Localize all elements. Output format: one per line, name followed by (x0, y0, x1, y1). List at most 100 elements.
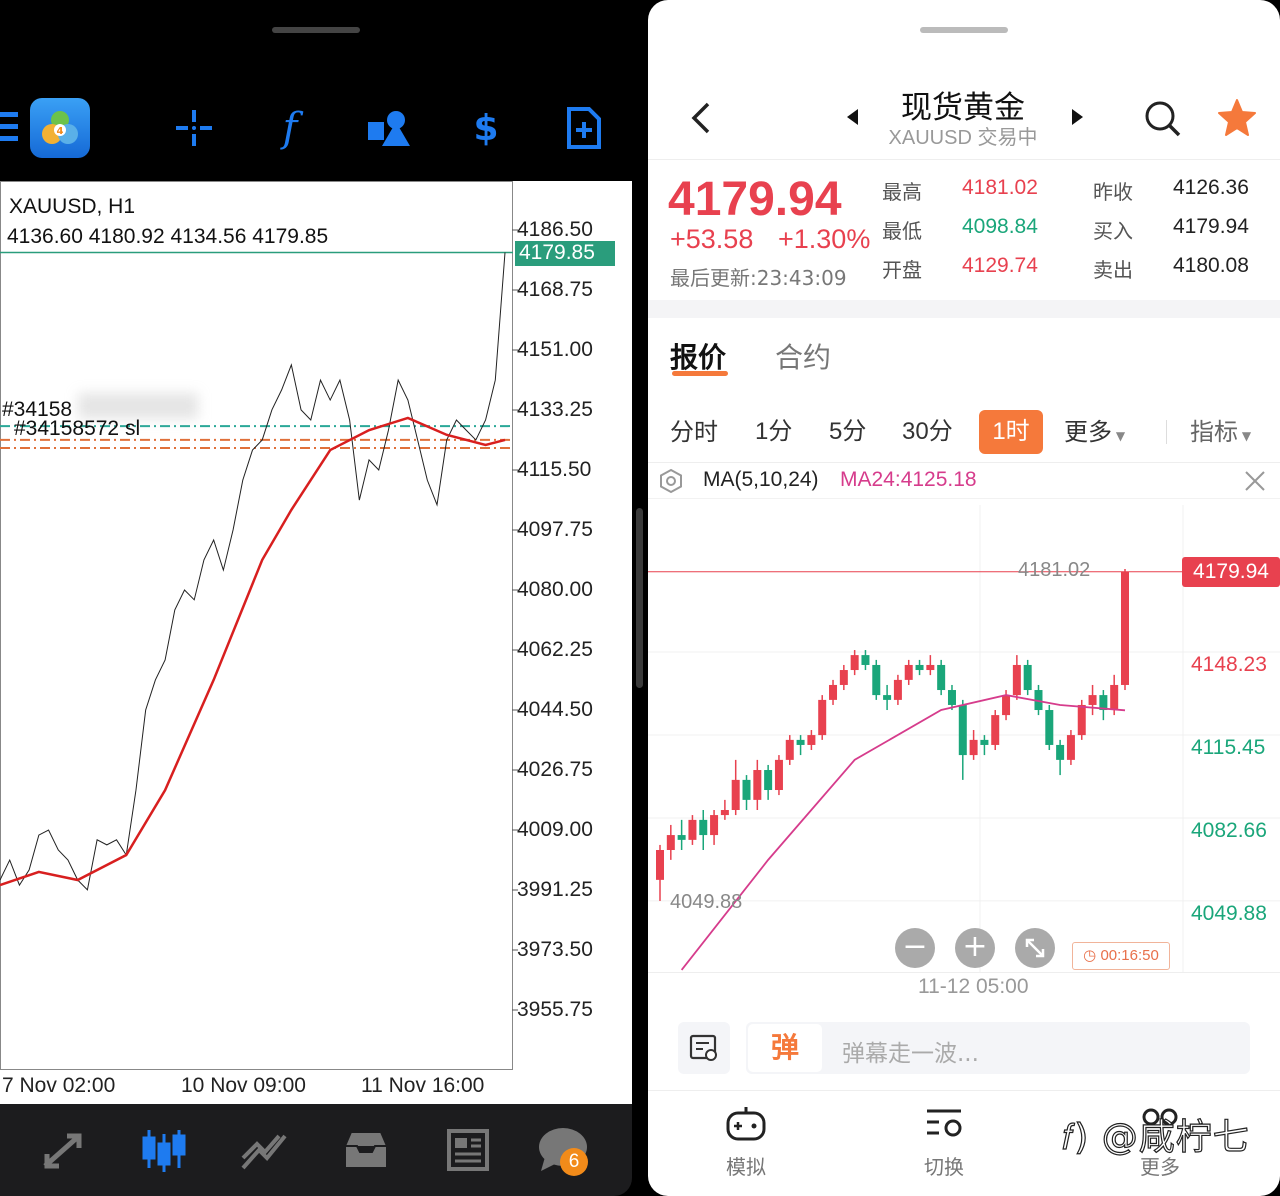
stop-loss-label: #34158572 sl (14, 417, 141, 440)
last-price: 4179.94 (668, 173, 842, 226)
nav-simulate[interactable]: 模拟 (708, 1105, 784, 1180)
crosshair-icon[interactable] (166, 100, 222, 156)
timeframe-more[interactable]: 更多 ▼ (1064, 410, 1125, 454)
candle-body (947, 690, 956, 705)
stat-value: 4098.84 (962, 215, 1038, 238)
metatrader-logo[interactable]: 4 (30, 98, 90, 158)
current-price-tag: 4179.85 (515, 241, 615, 266)
split-divider-handle[interactable] (636, 508, 643, 688)
svg-text:4: 4 (57, 126, 64, 137)
news-icon[interactable] (438, 1122, 498, 1178)
close-icon[interactable] (1244, 470, 1266, 496)
comment-settings-button[interactable] (678, 1022, 730, 1074)
comment-input[interactable]: 弹 弹幕走一波... (746, 1022, 1250, 1074)
trade-icon[interactable]: $ (473, 107, 499, 149)
candle (710, 810, 719, 845)
drag-handle[interactable] (272, 27, 360, 33)
divider (648, 1090, 1280, 1091)
quotes-icon[interactable] (34, 1122, 94, 1178)
divider (1166, 420, 1167, 444)
candle (883, 684, 892, 711)
danmaku-settings-icon (689, 1034, 717, 1061)
candle (688, 815, 697, 845)
function-icon[interactable]: f (282, 105, 298, 151)
indicator-settings-icon[interactable] (658, 468, 684, 498)
timeframe-tick[interactable]: 分时 (670, 418, 718, 446)
candle-body (1012, 664, 1021, 696)
candle (818, 695, 827, 740)
next-symbol-icon[interactable] (1070, 108, 1084, 130)
candle-body (688, 819, 697, 840)
candle-body (839, 670, 848, 685)
y-tick: 4133.25 (517, 398, 593, 421)
divider (648, 462, 1280, 463)
tab-quote[interactable]: 报价 (670, 341, 727, 374)
stat-value: 4129.74 (962, 254, 1038, 277)
candle-body (764, 770, 773, 791)
chart-icon[interactable] (134, 1122, 194, 1178)
candle (926, 655, 935, 676)
candle-body (1034, 690, 1043, 711)
price-change: +53.58 (670, 224, 754, 254)
x-tick: 10 Nov 09:00 (181, 1074, 306, 1097)
divider (648, 972, 1280, 973)
candle (731, 759, 740, 816)
more-icon (1142, 1108, 1178, 1126)
candle-body (710, 815, 719, 836)
zoom-out-button[interactable]: − (895, 928, 935, 968)
price-line (0, 252, 506, 891)
candle-body (753, 770, 762, 800)
history-icon[interactable] (336, 1122, 396, 1178)
price-chart[interactable]: XAUUSD, H1 4136.60 4180.92 4134.56 4179.… (0, 181, 632, 1104)
candle-countdown: ◷ 00:16:50 (1072, 942, 1170, 970)
candle-body (1110, 684, 1119, 711)
timeframe-1m[interactable]: 1分 (755, 418, 793, 445)
caret-down-icon: ▼ (1238, 429, 1252, 443)
low-label: 4049.88 (670, 891, 743, 913)
shapes-icon[interactable] (360, 100, 416, 156)
candle (850, 650, 859, 676)
zoom-in-button[interactable]: + (955, 928, 995, 968)
candle (1066, 730, 1075, 765)
tab-contract[interactable]: 合约 (775, 341, 832, 374)
candle-body (850, 655, 859, 671)
messages-badge: 6 (560, 1148, 588, 1176)
prev-symbol-icon[interactable] (846, 108, 860, 130)
current-price-tag: 4179.94 (1182, 557, 1280, 587)
timeframe-30m[interactable]: 30分 (902, 418, 953, 445)
tab-underline (672, 371, 728, 376)
nav-label: 更多 (1140, 1155, 1180, 1179)
candle (861, 650, 870, 671)
nav-switch[interactable]: 切换 (906, 1105, 982, 1180)
candlestick-chart[interactable] (648, 505, 1280, 973)
candle (677, 819, 686, 850)
fullscreen-button[interactable] (1015, 928, 1055, 968)
chart-ohlc: 4136.60 4180.92 4134.56 4179.85 (7, 225, 329, 248)
ma24-value: MA24:4125.18 (840, 468, 977, 491)
x-axis-label: 11-12 05:00 (918, 975, 1029, 998)
timeframe-5m[interactable]: 5分 (829, 418, 867, 445)
divider (648, 159, 1280, 160)
candle-body (807, 735, 816, 745)
nav-more[interactable]: 更多 (1122, 1105, 1198, 1180)
timeframe-1h-active[interactable]: 1时 (979, 410, 1043, 454)
search-icon[interactable] (1144, 100, 1182, 142)
caret-down-icon: ▼ (1112, 429, 1126, 443)
x-tick: 11 Nov 16:00 (361, 1074, 485, 1097)
menu-icon[interactable] (0, 112, 18, 142)
favorite-star-icon[interactable] (1217, 98, 1257, 142)
new-order-icon[interactable] (556, 100, 612, 156)
candle (807, 730, 816, 751)
trade-chart-icon[interactable] (234, 1122, 294, 1178)
messages-icon[interactable]: 6 (534, 1122, 594, 1178)
watermark-text: @咸柠七 (1101, 1116, 1250, 1158)
candle (1099, 690, 1108, 721)
candle (720, 799, 729, 820)
back-icon[interactable] (688, 100, 712, 140)
y-tick: 4082.66 (1191, 818, 1267, 842)
candle-body (969, 739, 978, 756)
stat-label: 最高 (882, 180, 922, 204)
indicator-label: 指标 (1190, 418, 1238, 446)
drag-handle[interactable] (920, 27, 1008, 33)
indicator-dropdown[interactable]: 指标 ▼ (1190, 410, 1251, 454)
